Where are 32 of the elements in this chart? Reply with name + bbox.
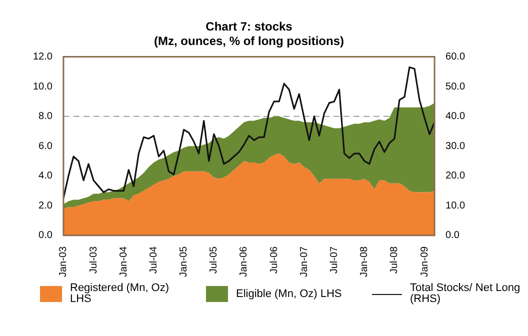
y2-tick-label: 50.0	[446, 81, 466, 92]
legend-label: Eligible (Mn, Oz) LHS	[236, 288, 343, 300]
y-tick-label: 8.0	[38, 111, 53, 122]
x-tick-label: Jul-04	[148, 246, 160, 274]
y2-tick-label: 60.0	[446, 52, 466, 63]
x-tick-label: Jan-04	[118, 246, 130, 277]
x-tick-label: Jul-08	[389, 246, 400, 274]
legend-label: Total Stocks/ Net Long (RHS)	[410, 282, 522, 305]
x-tick-label: Jan-08	[359, 246, 370, 277]
y-tick-label: 10.0	[32, 81, 53, 92]
x-tick-label: Jan-07	[298, 246, 310, 277]
y2-tick-label: 10.0	[446, 200, 466, 212]
x-tick-label: Jul-06	[268, 246, 280, 274]
y2-tick-label: 40.0	[446, 111, 466, 122]
y-tick-label: 4.0	[38, 170, 53, 182]
x-tick-label: Jan-09	[419, 246, 430, 277]
y2-tick-label: 30.0	[446, 140, 466, 152]
chart-title: Chart 7: stocks	[206, 20, 293, 34]
x-tick-label: Jul-05	[208, 246, 220, 274]
y-tick-label: 12.0	[32, 52, 53, 63]
chart-subtitle: (Mz, ounces, % of long positions)	[154, 34, 344, 48]
x-tick-label: Jan-06	[238, 246, 250, 277]
y-tick-label: 2.0	[38, 200, 53, 212]
x-tick-label: Jul-03	[88, 246, 100, 274]
y-tick-label: 6.0	[38, 140, 53, 152]
y2-tick-label: 0.0	[446, 230, 460, 242]
x-tick-label: Jan-05	[178, 246, 190, 277]
y2-tick-label: 20.0	[446, 170, 466, 182]
x-tick-label: Jan-03	[58, 246, 70, 277]
y-tick-label: 0.0	[38, 230, 53, 242]
x-tick-label: Jul-07	[328, 246, 340, 274]
legend-label: Registered (Mn, Oz) LHS	[70, 282, 170, 305]
